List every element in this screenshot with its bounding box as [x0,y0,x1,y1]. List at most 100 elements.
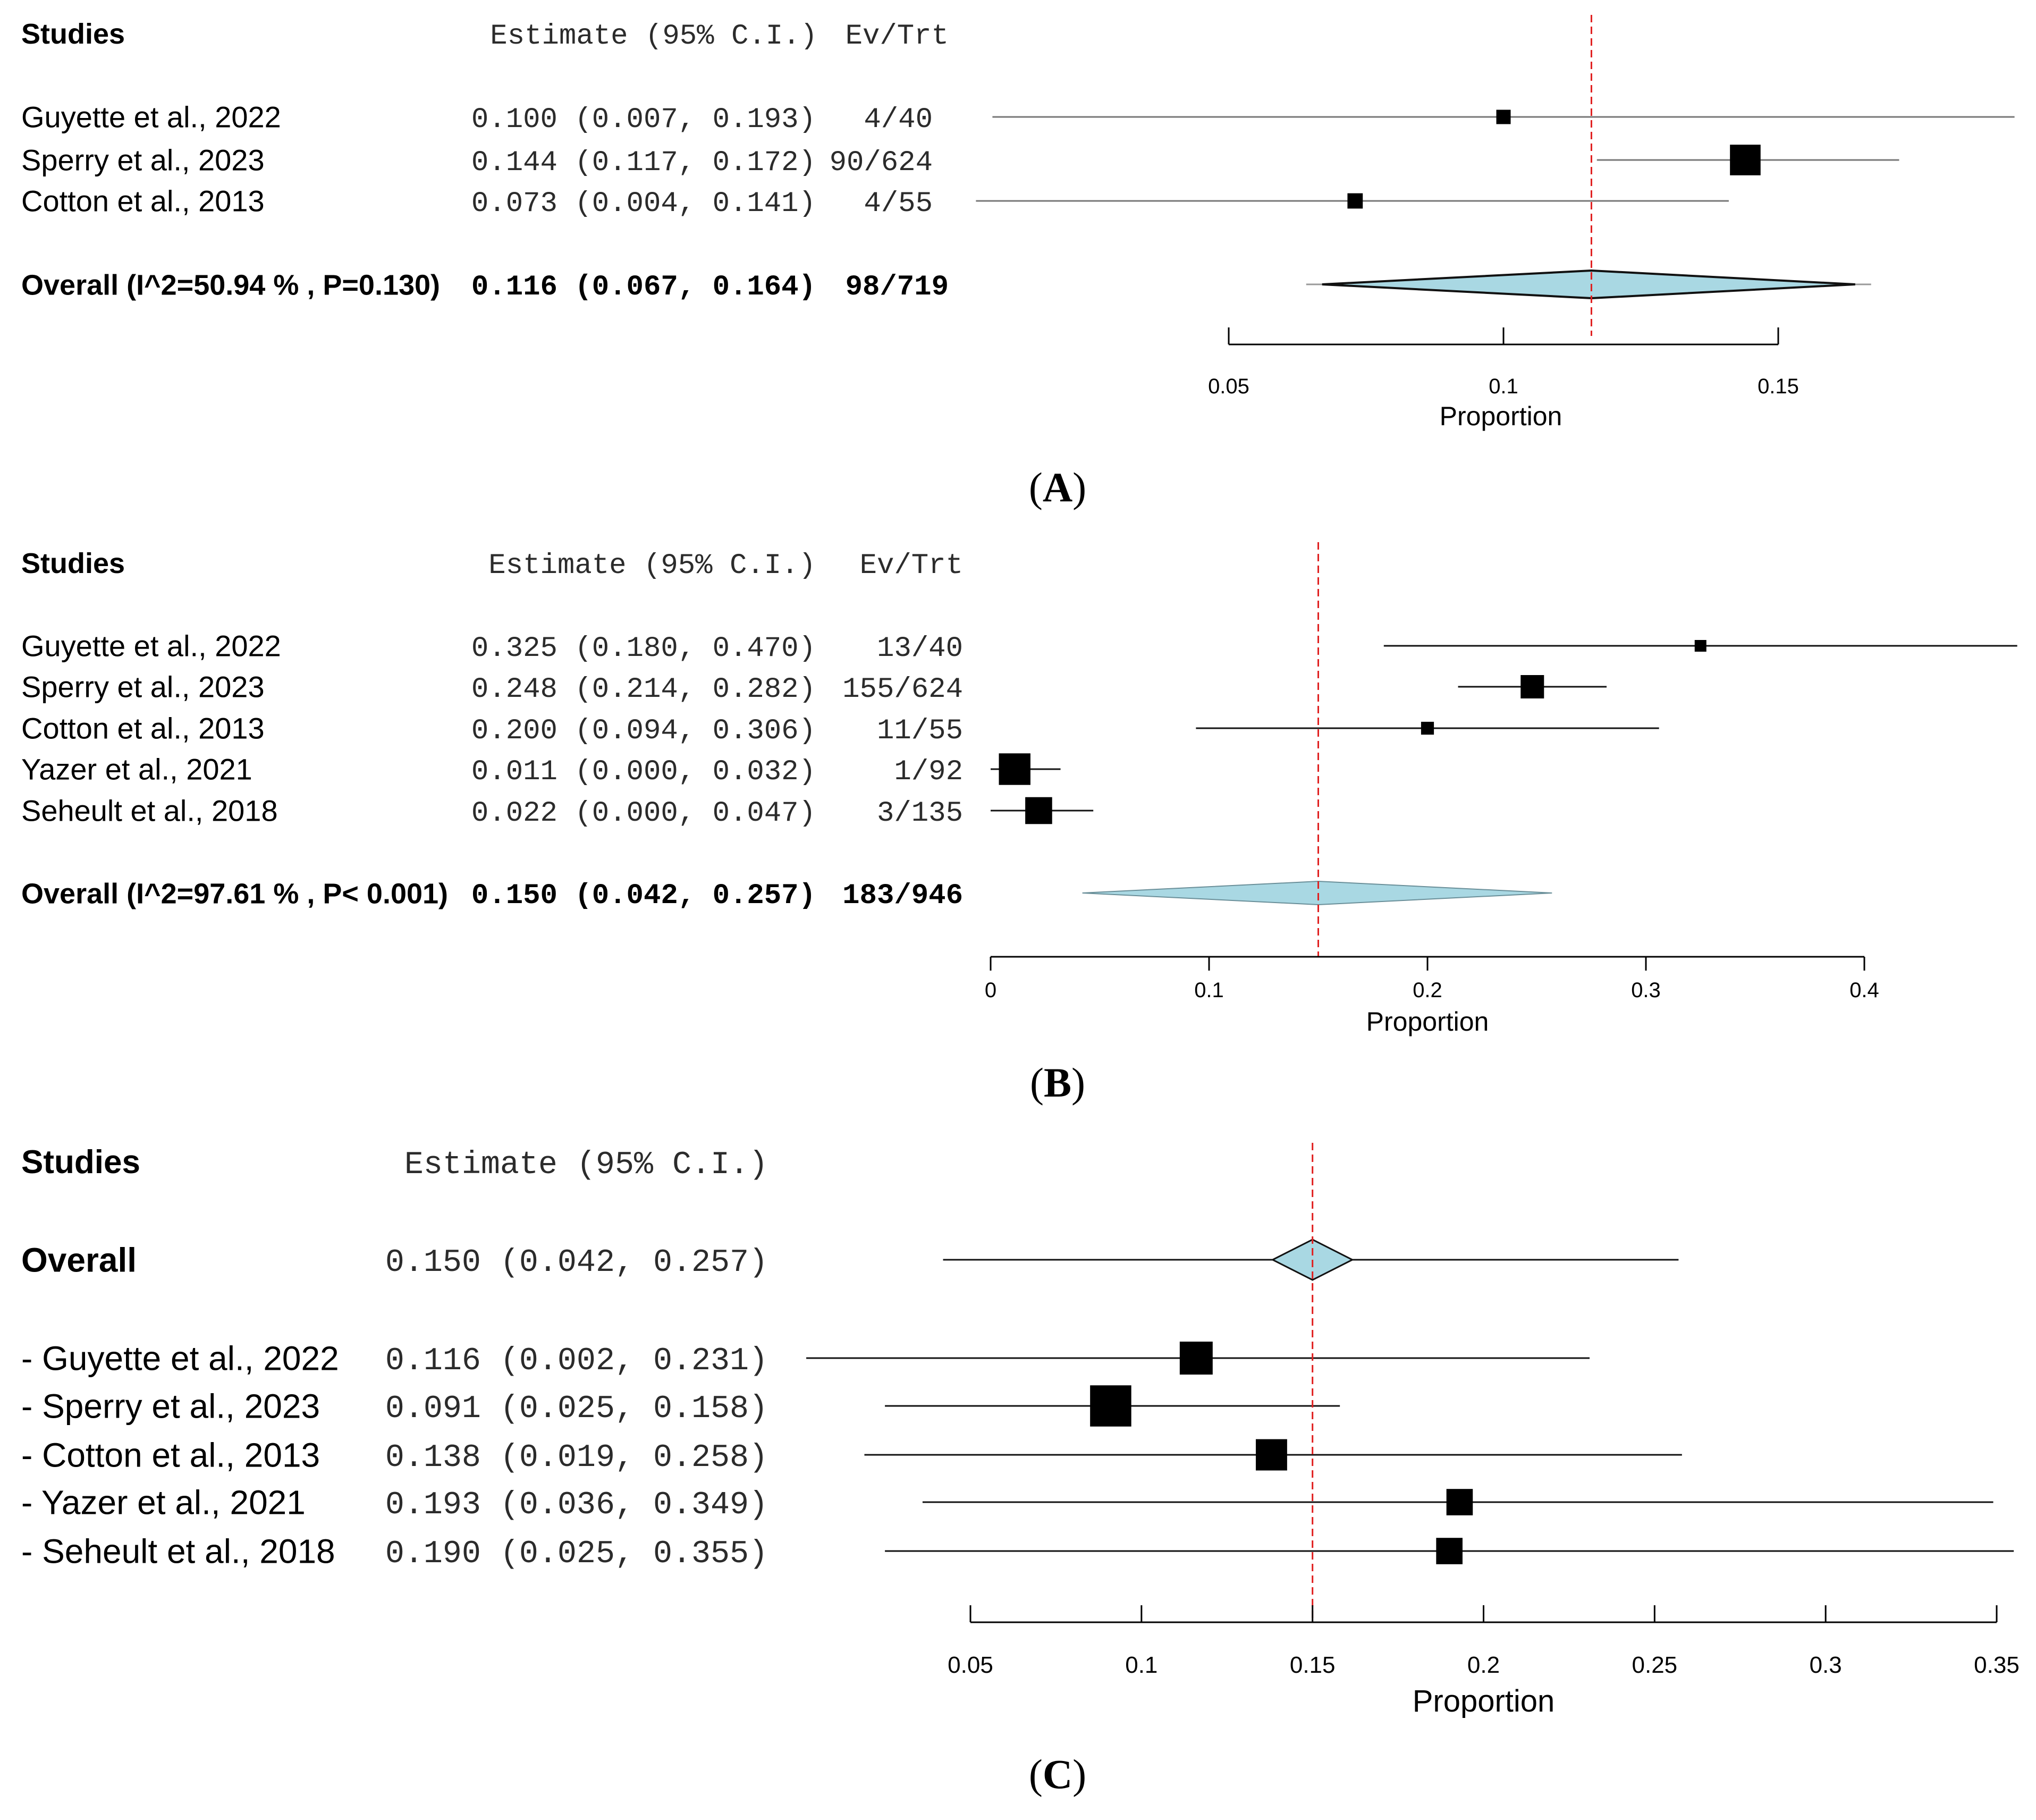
overall-estimate: 0.116 (0.067, 0.164) [471,271,816,304]
study-ev-trt: 4/40 [864,104,933,136]
study-name: Cotton et al., 2013 [21,712,265,745]
study-name: Yazer et al., 2021 [21,753,252,786]
caption-close: ) [1071,1059,1085,1106]
overall-diamond [1322,269,1855,300]
study-point-box [1520,675,1544,698]
study-estimate: 0.190 (0.025, 0.355) [385,1536,768,1572]
study-point-box [1179,1342,1213,1375]
study-row: Guyette et al., 2022 0.100 (0.007, 0.193)… [21,100,2015,136]
x-tick-label: 0.05 [948,1652,993,1678]
study-ev-trt: 13/40 [877,633,963,665]
study-row: Cotton et al., 2013 0.200 (0.094, 0.306) 1… [21,712,1659,747]
study-estimate: 0.193 (0.036, 0.349) [385,1487,768,1523]
study-ev-trt: 11/55 [877,715,963,747]
study-point-box [1090,1385,1131,1427]
study-point-box [1446,1489,1473,1515]
study-estimate: 0.248 (0.214, 0.282) [471,673,816,706]
study-row: Seheult et al., 2018 0.022 (0.000, 0.047)… [21,794,1094,830]
x-axis-label: Proportion [1440,401,1562,431]
study-ev-trt: 4/55 [864,188,933,220]
x-tick-label: 0.3 [1810,1652,1842,1678]
header-ev-trt: Ev/Trt [860,550,963,582]
caption-letter: A [1043,464,1072,510]
x-tick-label: 0 [985,979,996,1002]
study-point-box [1496,109,1511,124]
panel-b: Studies Estimate (95% C.I.) Ev/Trt Guyette … [21,542,2017,1106]
x-tick-label: 0.1 [1125,1652,1158,1678]
x-tick-label: 0.1 [1194,979,1224,1002]
study-name: - Guyette et al., 2022 [21,1339,339,1377]
study-estimate: 0.091 (0.025, 0.158) [385,1391,768,1427]
header-ev-trt: Ev/Trt [846,20,949,53]
study-estimate: 0.011 (0.000, 0.032) [471,756,816,788]
study-row: - Cotton et al., 2013 0.138 (0.019, 0.258… [21,1436,1682,1476]
study-estimate: 0.200 (0.094, 0.306) [471,715,816,747]
overall-row: Overall (I^2=97.61 % , P< 0.001) 0.150 (0… [21,878,1552,912]
panel-caption: (B) [1030,1059,1085,1106]
study-name: Guyette et al., 2022 [21,100,281,134]
study-row: - Seheult et al., 2018 0.190 (0.025, 0.35… [21,1532,2014,1572]
study-estimate: 0.116 (0.002, 0.231) [385,1343,768,1379]
header-estimate: Estimate (95% C.I.) [490,20,817,53]
study-point-box [999,753,1030,785]
study-point-box [1436,1538,1463,1564]
study-row: Cotton et al., 2013 0.073 (0.004, 0.141) 4… [21,184,1729,220]
caption-open: ( [1030,1059,1044,1106]
overall-name: Overall [21,1241,137,1279]
study-name: - Sperry et al., 2023 [21,1387,320,1425]
x-tick-label: 0.2 [1467,1652,1500,1678]
x-tick-label: 0.15 [1290,1652,1336,1678]
study-estimate: 0.325 (0.180, 0.470) [471,633,816,665]
overall-estimate: 0.150 (0.042, 0.257) [385,1245,768,1281]
x-tick-label: 0.25 [1632,1652,1678,1678]
overall-diamond [1082,880,1552,906]
caption-close: ) [1072,464,1086,510]
study-ev-trt: 90/624 [830,147,933,179]
caption-letter: C [1043,1751,1072,1797]
header-estimate: Estimate (95% C.I.) [488,550,816,582]
overall-ev-trt: 183/946 [842,880,963,912]
x-tick-label: 0.4 [1849,979,1879,1002]
study-row: - Guyette et al., 2022 0.116 (0.002, 0.23… [21,1339,1590,1379]
caption-open: ( [1029,464,1043,510]
study-ev-trt: 155/624 [842,673,963,706]
header-studies: Studies [21,1144,140,1181]
x-axis: 0 0.1 0.2 0.3 0.4 Proportion [985,956,1879,1037]
overall-ev-trt: 98/719 [846,271,949,304]
x-tick-label: 0.3 [1631,979,1661,1002]
study-ev-trt: 1/92 [894,756,963,788]
study-row: Sperry et al., 2023 0.248 (0.214, 0.282) 1… [21,670,1607,706]
study-row: Yazer et al., 2021 0.011 (0.000, 0.032) 1/… [21,753,1061,788]
study-estimate: 0.138 (0.019, 0.258) [385,1440,768,1476]
study-name: Seheult et al., 2018 [21,794,278,828]
study-point-box [1730,145,1761,175]
x-tick-label: 0.1 [1489,375,1518,398]
study-row: Guyette et al., 2022 0.325 (0.180, 0.470)… [21,629,2017,665]
x-axis: 0.05 0.1 0.15 Proportion [1208,327,1799,431]
study-point-box [1255,1439,1287,1471]
overall-row: Overall (I^2=50.94 % , P=0.130) 0.116 (0.… [21,269,1871,304]
study-row: - Yazer et al., 2021 0.193 (0.036, 0.349) [21,1483,1993,1523]
x-tick-label: 0.2 [1413,979,1442,1002]
panel-caption: (A) [1029,464,1086,510]
panel-a: Studies Estimate (95% C.I.) Ev/Trt Guyette … [21,15,2015,510]
study-name: Guyette et al., 2022 [21,629,281,663]
study-ev-trt: 3/135 [877,797,963,830]
x-tick-label: 0.35 [1974,1652,2020,1678]
header-studies: Studies [21,18,125,50]
overall-estimate: 0.150 (0.042, 0.257) [471,880,816,912]
panel-caption: (C) [1029,1751,1086,1797]
study-point-box [1347,193,1363,209]
study-name: Sperry et al., 2023 [21,144,265,177]
study-estimate: 0.073 (0.004, 0.141) [471,188,816,220]
x-axis-label: Proportion [1413,1684,1555,1718]
caption-letter: B [1044,1059,1071,1106]
study-name: Cotton et al., 2013 [21,184,265,218]
study-estimate: 0.022 (0.000, 0.047) [471,797,816,830]
study-name: Sperry et al., 2023 [21,670,265,704]
study-name: - Cotton et al., 2013 [21,1436,320,1474]
x-tick-label: 0.05 [1208,375,1249,398]
study-estimate: 0.144 (0.117, 0.172) [471,147,816,179]
study-name: - Yazer et al., 2021 [21,1483,306,1521]
